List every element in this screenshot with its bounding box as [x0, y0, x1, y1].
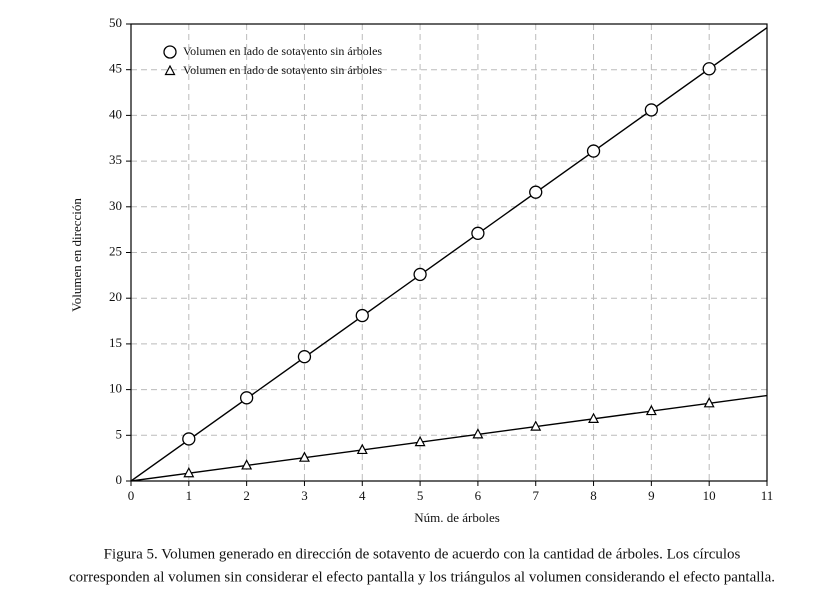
x-tick-label: 5	[417, 488, 424, 503]
y-tick-label: 10	[109, 381, 122, 396]
y-tick-label: 15	[109, 335, 122, 350]
y-tick-label: 0	[116, 472, 123, 487]
x-tick-label: 4	[359, 488, 366, 503]
legend-marker	[164, 64, 176, 76]
caption: Figura 5. Volumen generado en dirección …	[104, 546, 741, 562]
plot-frame	[130, 23, 768, 482]
marker	[241, 459, 253, 470]
x-tick-label: 3	[301, 488, 308, 503]
marker	[703, 397, 715, 408]
x-axis-label: Núm. de árboles	[414, 510, 500, 525]
marker	[183, 466, 195, 478]
marker	[471, 226, 485, 240]
y-tick-label: 35	[109, 152, 122, 167]
marker	[355, 308, 369, 323]
y-tick-label: 50	[109, 15, 122, 30]
y-tick-label: 5	[116, 426, 123, 441]
marker	[586, 144, 601, 158]
legend-label: Volumen en lado de sotavento sin árboles	[183, 63, 382, 77]
x-tick-label: 7	[532, 488, 539, 503]
x-tick-label: 8	[590, 488, 597, 503]
y-axis-label: Volumen en dirección	[69, 198, 84, 312]
y-tick-label: 25	[109, 243, 122, 258]
caption: corresponden al volumen sin considerar e…	[69, 569, 775, 585]
x-tick-label: 11	[761, 488, 774, 503]
x-tick-label: 6	[475, 488, 482, 503]
marker	[182, 432, 196, 446]
marker	[298, 451, 310, 462]
legend-marker	[163, 45, 177, 59]
x-tick-label: 2	[243, 488, 250, 503]
y-tick-label: 40	[109, 106, 122, 121]
marker	[414, 435, 426, 447]
y-tick-label: 20	[109, 289, 122, 304]
marker	[297, 350, 312, 364]
marker	[588, 412, 600, 423]
fit-line	[131, 394, 767, 481]
x-tick-label: 0	[128, 488, 135, 503]
marker	[644, 103, 659, 117]
marker	[239, 391, 254, 405]
x-tick-label: 9	[648, 488, 655, 503]
marker	[530, 420, 542, 431]
marker	[356, 443, 368, 455]
marker	[702, 62, 716, 76]
fit-line	[131, 27, 767, 481]
marker	[413, 267, 427, 282]
y-tick-label: 45	[109, 61, 122, 76]
y-tick-label: 30	[109, 198, 122, 213]
marker	[529, 185, 543, 199]
marker	[645, 404, 657, 416]
marker	[472, 428, 484, 439]
x-tick-label: 1	[186, 488, 193, 503]
legend-label: Volumen en lado de sotavento sin árboles	[183, 44, 382, 58]
x-tick-label: 10	[703, 488, 716, 503]
